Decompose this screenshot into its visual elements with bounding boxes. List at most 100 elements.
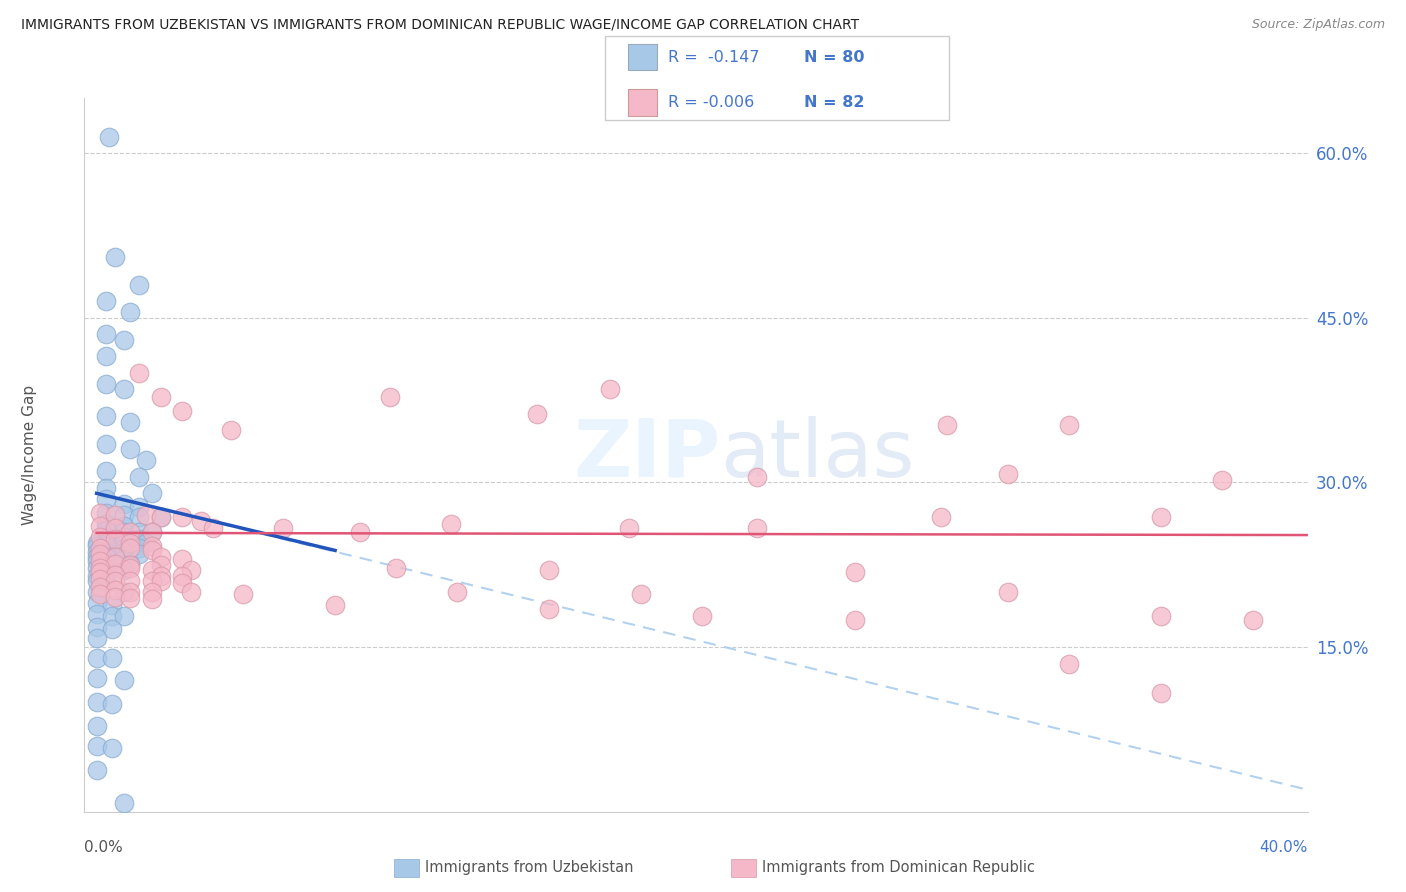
Point (94, 409, 117, 424)
Text: Immigrants from Dominican Republic: Immigrants from Dominican Republic (762, 861, 1035, 875)
Point (380, 390, 402, 404)
Point (94, 568, 117, 582)
Point (104, 250, 127, 264)
Point (89, 572, 111, 586)
Point (101, 609, 124, 624)
Point (86, 620, 108, 634)
Text: 40.0%: 40.0% (1260, 840, 1308, 855)
Point (101, 623, 124, 637)
Point (149, 510, 172, 524)
Point (120, 535, 142, 549)
Point (86, 568, 108, 582)
Point (538, 563, 561, 577)
Point (86, 574, 108, 589)
Point (112, 535, 135, 549)
Point (89, 554, 111, 568)
Point (172, 568, 194, 582)
Point (94, 523, 117, 537)
Point (349, 524, 371, 539)
Point (94, 530, 117, 544)
Point (141, 563, 163, 577)
Point (89, 519, 111, 533)
Point (526, 407, 548, 421)
Point (128, 277, 150, 292)
Point (135, 535, 157, 549)
Point (128, 470, 150, 484)
Point (128, 533, 150, 547)
Point (120, 305, 142, 319)
Point (86, 585, 108, 599)
Point (141, 524, 163, 539)
Point (94, 327, 117, 342)
Point (86, 596, 108, 610)
Point (112, 382, 135, 396)
Point (86, 544, 108, 558)
Point (149, 568, 172, 582)
Point (747, 470, 769, 484)
Point (89, 541, 111, 556)
Point (1150, 609, 1173, 624)
Point (112, 563, 135, 577)
Point (128, 500, 150, 514)
Point (112, 796, 135, 810)
Point (112, 673, 135, 687)
Point (86, 739, 108, 753)
Point (112, 519, 135, 533)
Point (112, 544, 135, 558)
Point (94, 437, 117, 451)
Point (1150, 510, 1173, 524)
Point (128, 541, 150, 556)
Point (149, 549, 172, 564)
Point (101, 697, 124, 711)
Text: 0.0%: 0.0% (84, 840, 124, 855)
Point (385, 561, 408, 575)
Point (1057, 657, 1080, 671)
Point (94, 535, 117, 549)
Point (1150, 686, 1173, 700)
Point (89, 547, 111, 561)
Text: R =  -0.147: R = -0.147 (668, 50, 759, 64)
Text: atlas: atlas (720, 416, 915, 494)
Point (120, 561, 142, 575)
Point (89, 506, 111, 520)
Point (141, 539, 163, 553)
Point (149, 390, 172, 404)
Point (141, 543, 163, 558)
Point (120, 591, 142, 605)
Point (86, 695, 108, 709)
Point (86, 719, 108, 733)
Point (86, 671, 108, 685)
Text: Wage/Income Gap: Wage/Income Gap (22, 384, 37, 525)
Point (104, 567, 127, 582)
Point (538, 601, 561, 615)
Point (86, 554, 108, 568)
Point (94, 549, 117, 564)
Point (172, 576, 194, 591)
Point (844, 613, 866, 627)
Point (94, 349, 117, 363)
Point (86, 561, 108, 575)
Point (94, 376, 117, 391)
Point (149, 574, 172, 589)
Point (747, 521, 769, 535)
Point (135, 453, 157, 467)
Point (120, 524, 142, 539)
Point (86, 632, 108, 646)
Point (120, 415, 142, 429)
Point (172, 404, 194, 418)
Point (141, 486, 163, 500)
Point (440, 517, 463, 532)
Point (104, 582, 127, 597)
Text: N = 80: N = 80 (804, 50, 865, 64)
Point (112, 497, 135, 511)
Point (89, 530, 111, 544)
Point (149, 558, 172, 572)
Point (104, 557, 127, 571)
Text: ZIP: ZIP (574, 416, 720, 494)
Point (141, 585, 163, 599)
Point (89, 566, 111, 580)
Point (172, 552, 194, 566)
Point (112, 552, 135, 566)
Point (94, 576, 117, 591)
Point (630, 587, 652, 601)
